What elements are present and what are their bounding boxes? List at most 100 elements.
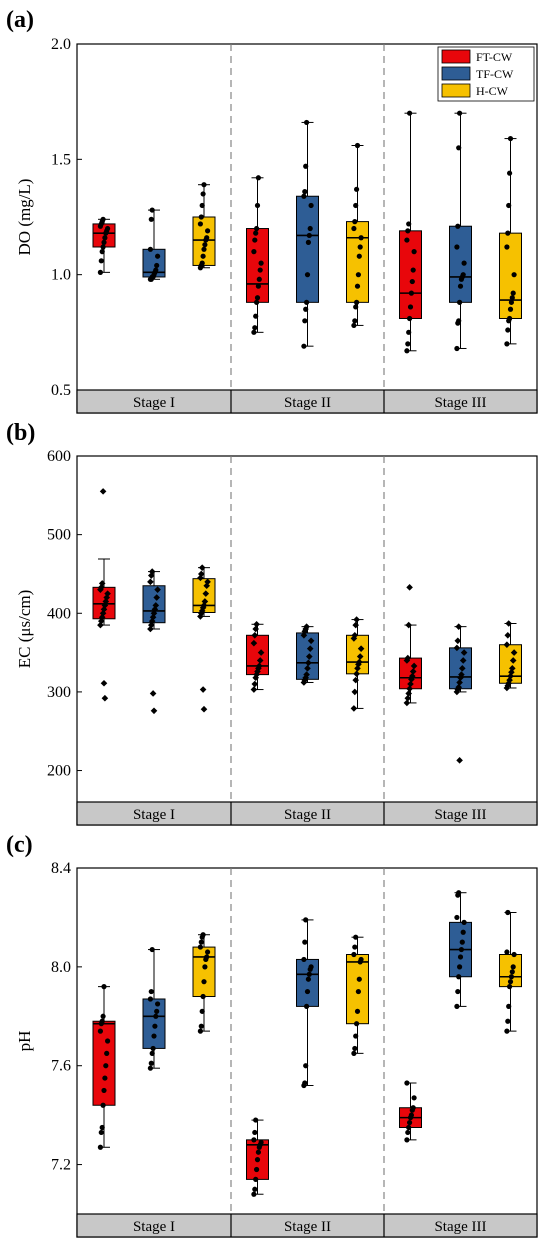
data-point [97,269,103,275]
y-tick-label: 7.2 [51,1157,71,1174]
data-point [504,1028,510,1034]
data-point [154,586,161,593]
stage-label: Stage II [284,1219,331,1235]
data-point [198,1023,204,1029]
data-point [408,290,414,296]
data-point [154,1008,160,1014]
stage-label: Stage III [434,395,486,411]
data-point [454,244,460,250]
data-point [105,1038,111,1044]
data-point [511,951,517,958]
data-point [305,239,311,245]
data-point [153,594,160,601]
data-point [404,654,412,662]
box-tf-cw-3 [449,623,472,764]
data-point [406,329,412,335]
stage-label: Stage I [133,807,175,823]
data-point [457,110,463,116]
data-point [302,939,308,945]
data-point [356,976,362,982]
data-point [253,230,259,236]
box-ft-cw-2 [246,620,269,693]
data-point [303,163,309,169]
data-point [454,914,460,921]
legend-label: TF-CW [476,67,514,81]
data-point [355,272,361,278]
data-point [199,686,207,693]
data-point [461,260,467,266]
data-point [352,318,358,324]
data-point [353,304,359,310]
box-body [246,228,269,303]
data-point [99,1124,105,1131]
panel-letter: (b) [6,420,35,446]
data-point [99,488,107,495]
box-tf-cw-1 [142,946,166,1071]
stage-label: Stage II [284,395,331,411]
panel-0: (a) Stage I Stage II Stage III 0.5 1.0 1.5 2.0 D… [6,7,538,414]
data-point [199,260,205,266]
data-point [202,242,208,248]
y-tick-label: 300 [47,684,71,701]
stage-label: Stage III [434,807,486,823]
data-point [407,1119,413,1126]
data-point [98,1129,104,1136]
data-point [97,1028,103,1034]
data-point [203,582,210,590]
data-point [251,1191,257,1197]
data-point [153,267,159,273]
data-point [511,272,517,278]
data-point [300,631,308,639]
data-point [404,694,412,702]
data-point [101,984,107,990]
data-point [204,954,210,960]
data-point [460,649,468,656]
data-point [351,1050,357,1056]
data-point [303,306,309,312]
box-tf-cw-1 [142,568,166,715]
data-point [410,1105,416,1111]
data-point [147,578,154,586]
data-point [101,1087,107,1094]
y-axis-title: DO (mg/L) [15,179,34,256]
data-point [205,228,211,234]
box-h-cw-3 [499,620,522,692]
data-point [104,1050,110,1056]
data-point [253,1176,259,1182]
legend-label: FT-CW [476,50,513,64]
data-point [201,246,207,252]
data-point [99,249,105,255]
panel-letter: (a) [6,7,34,33]
box-h-cw-3 [499,135,522,347]
data-point [200,932,206,938]
box-tf-cw-1 [142,207,166,282]
data-point [506,676,513,684]
data-point [252,1129,258,1136]
data-point [352,219,358,225]
data-point [257,649,265,656]
data-point [304,272,311,278]
stage-label: Stage I [133,1219,175,1235]
panel-1: (b) Stage I Stage II Stage III 200 300 400 500 6… [6,420,538,826]
data-point [204,235,210,241]
data-point [150,1045,156,1052]
data-point [406,584,413,591]
data-point [354,186,360,192]
data-point [508,974,514,980]
data-point [504,244,510,250]
data-point [147,1065,153,1071]
data-point [405,690,412,697]
data-point [404,1080,410,1086]
data-point [98,258,104,264]
data-point [351,225,357,232]
data-point [198,214,204,220]
data-point [358,235,364,241]
box-ft-cw-1 [92,984,116,1150]
data-point [405,1129,411,1136]
data-point [509,969,515,975]
data-point [104,590,111,597]
data-point [351,631,359,639]
data-point [149,946,155,953]
data-point [510,964,516,970]
data-point [459,657,467,664]
